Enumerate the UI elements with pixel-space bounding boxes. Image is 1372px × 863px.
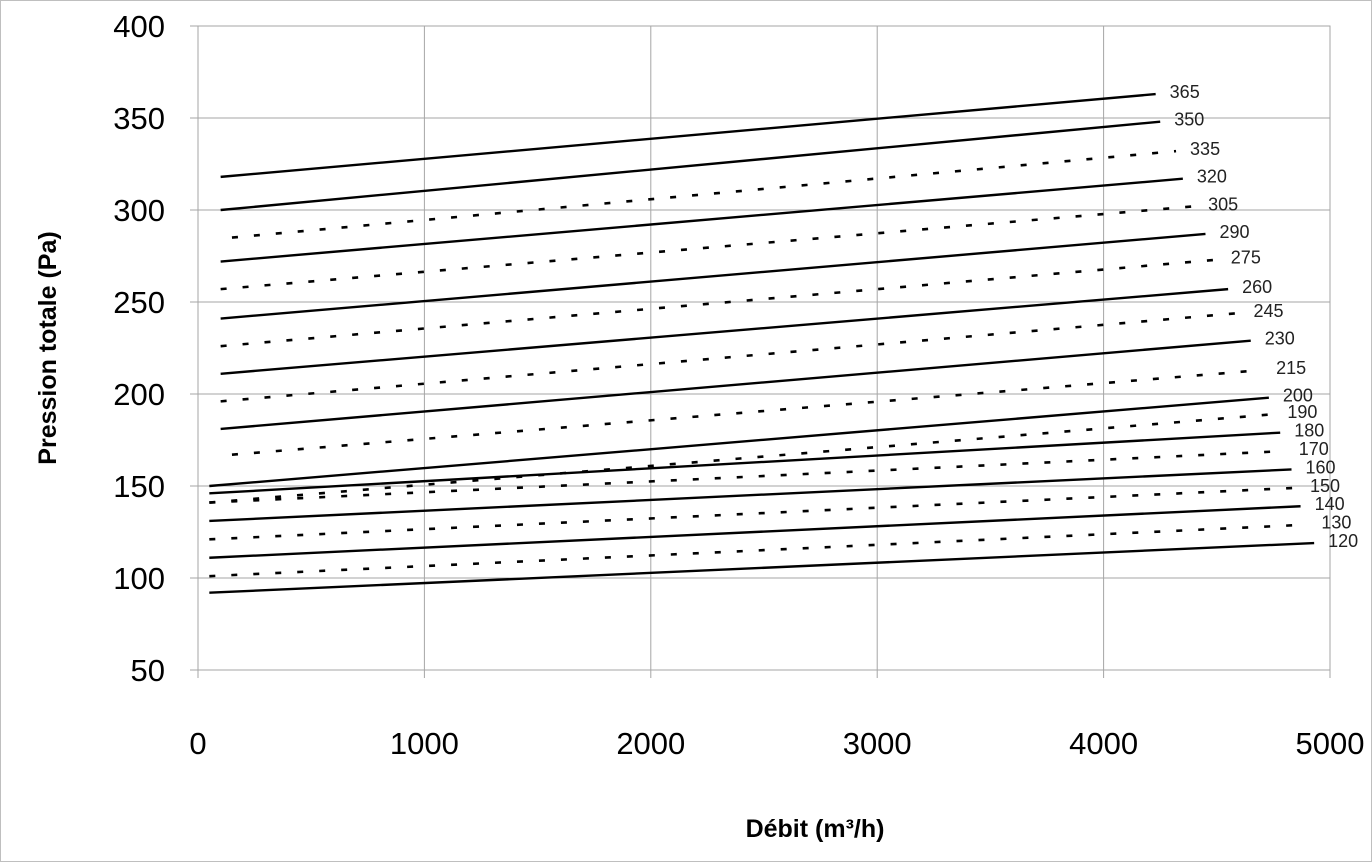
curve-335 [231,149,1177,239]
x-tick-label: 3000 [843,726,912,761]
curve-label-200: 200 [1283,386,1313,406]
y-tick-label: 50 [131,653,165,688]
y-tick-label: 300 [113,193,165,228]
x-tick-label: 5000 [1296,726,1365,761]
curve-260 [220,287,1229,375]
curve-label-140: 140 [1315,494,1345,514]
x-tick-label: 2000 [616,726,685,761]
x-tick-label: 0 [189,726,206,761]
x-tick-label: 4000 [1069,726,1138,761]
curve-365 [220,92,1156,179]
curve-215 [231,368,1263,457]
curve-120 [209,541,1315,594]
curve-label-275: 275 [1231,248,1261,268]
curve-label-350: 350 [1174,110,1204,130]
x-axis-title: Débit (m³/h) [746,815,885,843]
curve-200 [209,396,1269,488]
curve-290 [220,232,1206,320]
x-tick-label: 1000 [390,726,459,761]
curve-350 [220,120,1161,212]
curve-label-150: 150 [1310,476,1340,496]
curve-label-365: 365 [1170,82,1200,102]
curve-label-335: 335 [1190,139,1220,159]
curve-245 [220,311,1240,403]
curve-label-190: 190 [1287,402,1317,422]
y-tick-label: 250 [113,285,165,320]
curve-180 [209,431,1281,495]
curve-150 [209,486,1297,541]
y-tick-label: 100 [113,561,165,596]
curve-label-130: 130 [1321,513,1351,533]
y-axis-title: Pression totale (Pa) [34,231,62,464]
curve-label-120: 120 [1328,531,1358,551]
y-tick-label: 400 [113,9,165,44]
curve-label-245: 245 [1253,301,1283,321]
curve-160 [209,468,1292,523]
x-axis-ticks: 0 1000 2000 3000 4000 5000 [189,726,1364,761]
curve-320 [220,177,1183,263]
curve-label-170: 170 [1299,439,1329,459]
grid-lines [190,25,1331,678]
y-tick-label: 350 [113,101,165,136]
curve-305 [220,205,1195,291]
curve-label-320: 320 [1197,167,1227,187]
series-group [209,92,1315,594]
curve-label-215: 215 [1276,358,1306,378]
curve-230 [220,339,1251,431]
curve-170 [209,449,1285,504]
curve-label-290: 290 [1219,222,1249,242]
y-axis-ticks: 50 100 150 200 250 300 350 400 [113,9,165,688]
curve-label-260: 260 [1242,277,1272,297]
curve-label-180: 180 [1294,421,1324,441]
curve-label-230: 230 [1265,329,1295,349]
plot-area [197,25,1331,671]
curve-140 [209,505,1301,559]
y-tick-label: 150 [113,469,165,504]
curve-labels: 3653503353203052902752602452302152001901… [1170,82,1359,551]
curve-label-160: 160 [1306,457,1336,477]
curve-label-305: 305 [1208,194,1238,214]
curve-190 [209,412,1274,504]
y-tick-label: 200 [113,377,165,412]
